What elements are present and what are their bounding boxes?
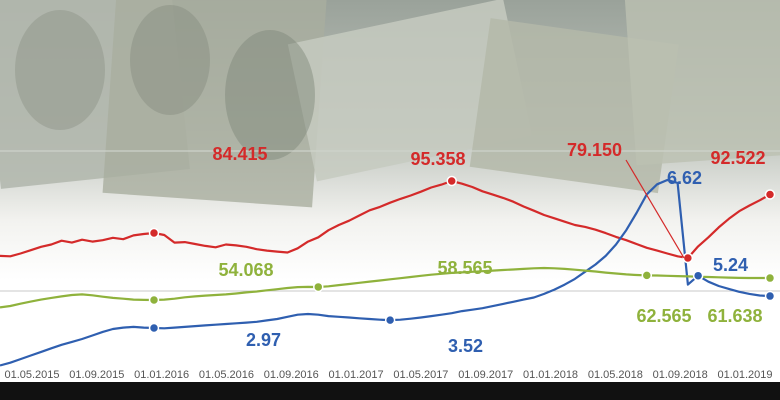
x-tick-label: 01.05.2016 — [199, 369, 254, 381]
green-marker — [148, 294, 160, 306]
red-data-label: 79.150 — [567, 140, 622, 160]
blue-marker — [692, 270, 704, 281]
x-tick-label: 01.09.2018 — [653, 369, 708, 381]
x-tick-label: 01.01.2017 — [329, 369, 384, 381]
green-data-label: 61.638 — [707, 306, 762, 326]
green-data-label: 54.068 — [218, 260, 273, 280]
banknote-5 — [624, 0, 780, 166]
green-marker — [764, 272, 776, 284]
green-data-label: 58.565 — [437, 258, 492, 278]
red-data-label: 95.358 — [410, 149, 465, 169]
red-series-line — [0, 179, 771, 260]
red-marker — [148, 227, 160, 239]
green-marker — [313, 281, 324, 293]
x-axis-ticks: 01.05.2015 01.09.2015 01.01.2016 01.05.2016… — [4, 369, 772, 381]
red-marker — [764, 189, 776, 200]
green-data-label: 62.565 — [636, 306, 691, 326]
green-marker — [641, 270, 653, 281]
banknote-3 — [287, 0, 533, 182]
x-tick-label: 01.01.2018 — [523, 369, 578, 381]
red-data-label: 92.522 — [710, 148, 765, 168]
blue-data-label: 2.97 — [246, 330, 281, 350]
series-points — [148, 175, 776, 334]
x-tick-label: 01.05.2018 — [588, 369, 643, 381]
x-tick-label: 01.09.2017 — [458, 369, 513, 381]
footer-bar — [0, 382, 780, 400]
x-tick-label: 01.01.2016 — [134, 369, 189, 381]
portrait-2 — [130, 5, 210, 115]
x-tick-label: 01.09.2015 — [69, 369, 124, 381]
portrait-1 — [15, 10, 105, 130]
x-tick-label: 01.05.2017 — [393, 369, 448, 381]
blue-marker — [764, 290, 776, 302]
x-tick-label: 01.01.2019 — [717, 369, 772, 381]
blue-marker — [384, 314, 396, 326]
series-labels: 84.415 95.358 79.150 92.522 2.97 3.52 6.62 5.24… — [212, 140, 765, 356]
red-marker — [446, 175, 457, 187]
x-tick-label: 01.05.2015 — [4, 369, 59, 381]
x-tick-label: 01.09.2016 — [264, 369, 319, 381]
portrait-3 — [225, 30, 315, 160]
blue-data-label: 5.24 — [713, 255, 748, 275]
blue-marker — [148, 322, 160, 334]
blue-data-label: 6.62 — [667, 168, 702, 188]
red-callout-line — [625, 159, 685, 259]
banknote-4 — [469, 18, 679, 194]
red-data-label: 84.415 — [212, 144, 267, 164]
blue-data-label: 3.52 — [448, 336, 483, 356]
